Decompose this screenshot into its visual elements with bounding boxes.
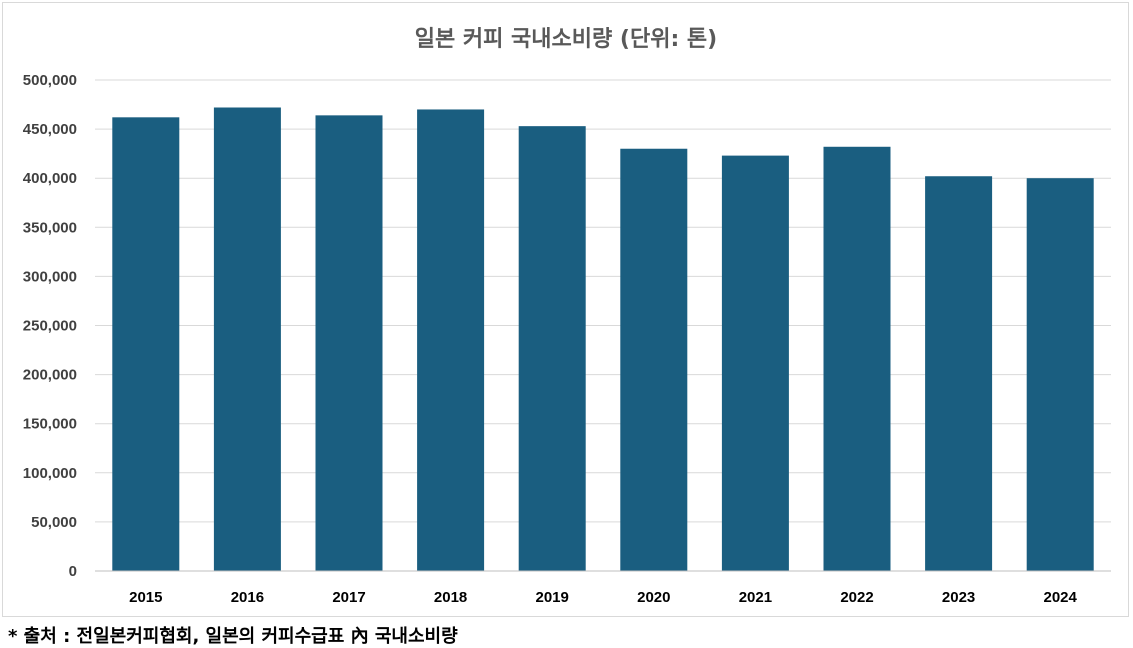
x-tick-label: 2023 [942,589,975,606]
y-tick-label: 0 [69,563,77,580]
y-tick-label: 250,000 [23,318,77,335]
x-tick-label: 2016 [231,589,264,606]
y-tick-label: 50,000 [31,514,77,531]
bar-2020 [620,148,688,572]
y-tick-label: 500,000 [23,72,77,89]
source-note: * 출처 : 전일본커피협회, 일본의 커피수급표 內 국내소비량 [8,626,458,647]
bar-2022 [823,146,891,571]
x-axis-labels: 2015 2016 2017 2018 2019 2020 2021 2022 2023 2024 [129,589,1077,606]
bar-2023 [925,176,993,571]
y-axis-labels: 0 50,000 100,000 150,000 200,000 250,000 300,0… [23,72,77,580]
bars [112,107,1094,572]
x-tick-label: 2022 [840,589,873,606]
bar-2021 [721,155,789,571]
x-tick-label: 2019 [536,589,569,606]
bar-2019 [518,126,586,572]
y-tick-label: 200,000 [23,367,77,384]
x-tick-label: 2015 [129,589,162,606]
bar-2017 [315,115,383,572]
y-tick-label: 100,000 [23,465,77,482]
y-tick-label: 300,000 [23,268,77,285]
bar-chart: 일본 커피 국내소비량 (단위: 톤) 0 50,000 100,000 150,00… [23,27,1111,606]
x-tick-label: 2018 [434,589,467,606]
y-tick-label: 400,000 [23,170,77,187]
y-tick-label: 350,000 [23,219,77,236]
x-tick-label: 2021 [739,589,772,606]
bar-2024 [1026,178,1094,571]
x-tick-label: 2024 [1044,589,1078,606]
bar-2016 [213,107,281,571]
bar-2015 [112,117,180,571]
y-tick-label: 150,000 [23,416,77,433]
x-tick-label: 2020 [637,589,670,606]
x-tick-label: 2017 [332,589,365,606]
chart-title: 일본 커피 국내소비량 (단위: 톤) [415,27,717,52]
bar-2018 [417,109,485,572]
y-tick-label: 450,000 [23,121,77,138]
